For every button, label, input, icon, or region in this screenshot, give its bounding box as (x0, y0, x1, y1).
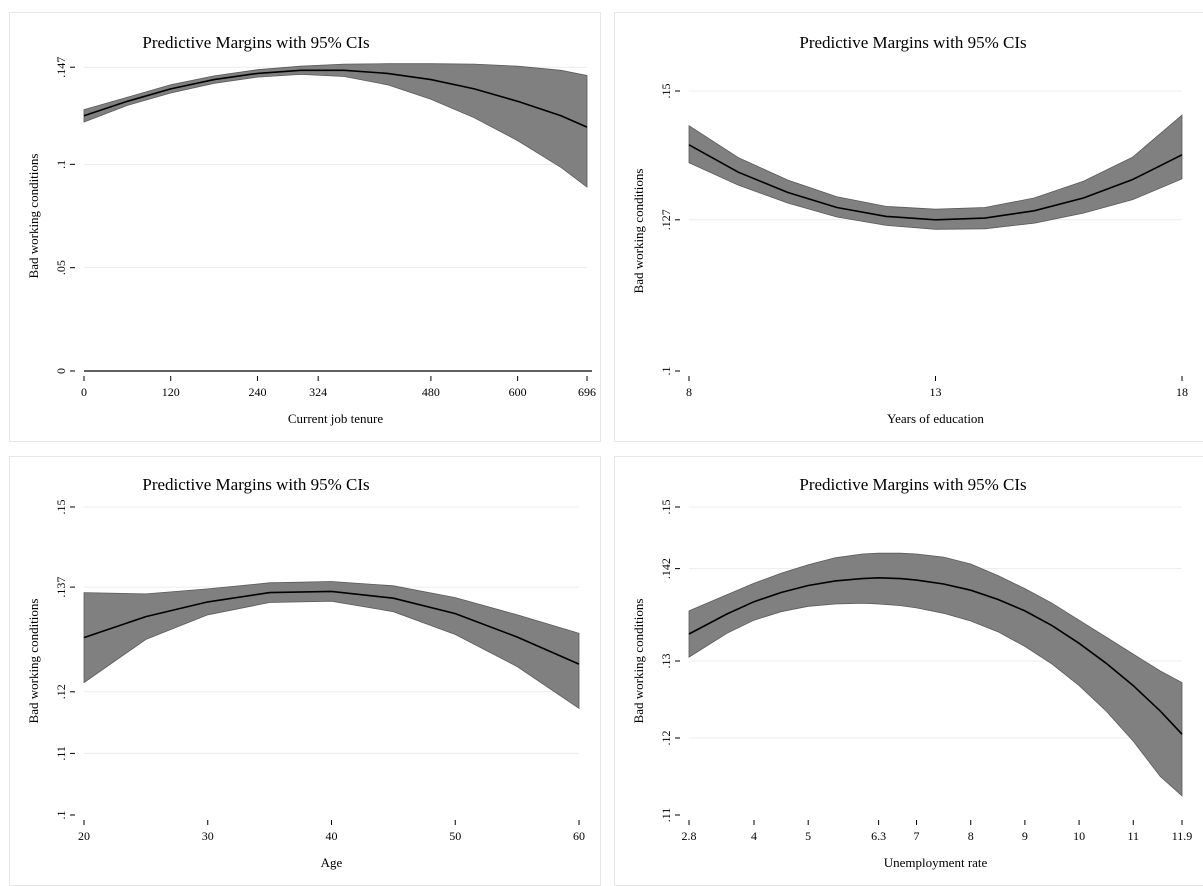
x-tick-label-3: 50 (449, 829, 461, 843)
x-tick-label-4: 7 (914, 829, 920, 843)
x-axis-label: Age (321, 855, 343, 870)
y-tick-label-0: .1 (659, 367, 673, 376)
x-tick-label-4: 60 (573, 829, 585, 843)
ci-band-0 (688, 114, 1183, 230)
chart-svg-education: .1 .127 .15 8 13 18 Predictive Margins with 95… (631, 33, 1188, 426)
ci-band-0 (83, 581, 580, 710)
x-tick-label-1: 13 (930, 385, 942, 399)
y-axis-label: Bad working conditions (631, 169, 646, 294)
y-tick-label-3: .142 (659, 558, 673, 579)
chart-panel-education: .1 .127 .15 8 13 18 Predictive Margins with 95… (614, 12, 1203, 442)
margin-line-0 (688, 576, 1183, 735)
x-tick-label-0: 20 (78, 829, 90, 843)
margin-line-0 (688, 144, 1183, 221)
y-tick-label-3: .147 (54, 57, 68, 78)
x-tick-label-2: 18 (1176, 385, 1188, 399)
y-axis-label: Bad working conditions (26, 599, 41, 724)
x-tick-label-5: 600 (509, 385, 527, 399)
ci-band-0 (688, 552, 1183, 797)
x-tick-label-0: 2.8 (682, 829, 697, 843)
margin-line-0 (83, 69, 588, 128)
x-tick-label-6: 9 (1022, 829, 1028, 843)
x-tick-label-9: 11.9 (1172, 829, 1193, 843)
chart-svg-unemployment: .11 .12 .13 .142 .15 2.8 4 5 6.3 7 8 9 10 11 11.9 Predi… (631, 475, 1193, 870)
x-tick-label-5: 8 (968, 829, 974, 843)
x-tick-label-6: 696 (578, 385, 596, 399)
x-tick-label-2: 240 (248, 385, 266, 399)
x-axis-label: Years of education (887, 411, 984, 426)
x-tick-label-2: 40 (326, 829, 338, 843)
y-tick-label-2: .12 (54, 684, 68, 699)
y-axis-label: Bad working conditions (631, 599, 646, 724)
y-tick-label-0: .11 (659, 808, 673, 823)
x-tick-label-2: 5 (805, 829, 811, 843)
y-tick-label-1: .12 (659, 731, 673, 746)
x-tick-label-8: 11 (1127, 829, 1139, 843)
chart-svg-job-tenure: 0 .05 .1 .147 0 120 240 324 480 600 696 Predictive … (26, 33, 596, 426)
x-tick-label-1: 30 (202, 829, 214, 843)
y-tick-label-1: .127 (659, 209, 673, 230)
x-tick-label-3: 6.3 (871, 829, 886, 843)
y-axis-label: Bad working conditions (26, 154, 41, 279)
x-tick-label-3: 324 (309, 385, 327, 399)
x-tick-label-1: 120 (162, 385, 180, 399)
x-tick-label-0: 8 (686, 385, 692, 399)
x-tick-label-0: 0 (81, 385, 87, 399)
x-tick-label-1: 4 (751, 829, 757, 843)
chart-panel-unemployment: .11 .12 .13 .142 .15 2.8 4 5 6.3 7 8 9 10 11 11.9 Predi… (614, 456, 1203, 886)
chart-title: Predictive Margins with 95% CIs (142, 475, 369, 494)
y-tick-label-1: .05 (54, 260, 68, 275)
y-tick-label-3: .137 (54, 577, 68, 598)
ci-band-0 (83, 63, 588, 188)
y-tick-label-4: .15 (659, 500, 673, 515)
chart-panel-age: .1 .11 .12 .137 .15 20 30 40 50 60 Predictive Marg… (9, 456, 601, 886)
y-tick-label-2: .13 (659, 654, 673, 669)
margin-line-0 (83, 590, 580, 665)
chart-title: Predictive Margins with 95% CIs (799, 33, 1026, 52)
chart-svg-age: .1 .11 .12 .137 .15 20 30 40 50 60 Predictive Marg… (26, 475, 585, 870)
y-tick-label-0: 0 (54, 368, 68, 374)
y-tick-label-2: .1 (54, 160, 68, 169)
x-tick-label-4: 480 (422, 385, 440, 399)
y-tick-label-4: .15 (54, 500, 68, 515)
y-tick-label-0: .1 (54, 811, 68, 820)
chart-title: Predictive Margins with 95% CIs (142, 33, 369, 52)
y-tick-label-1: .11 (54, 746, 68, 761)
chart-title: Predictive Margins with 95% CIs (799, 475, 1026, 494)
x-tick-label-7: 10 (1073, 829, 1085, 843)
x-axis-label: Unemployment rate (884, 855, 988, 870)
x-axis-label: Current job tenure (288, 411, 384, 426)
chart-panel-job-tenure: 0 .05 .1 .147 0 120 240 324 480 600 696 Predictive … (9, 12, 601, 442)
y-tick-label-2: .15 (659, 84, 673, 99)
